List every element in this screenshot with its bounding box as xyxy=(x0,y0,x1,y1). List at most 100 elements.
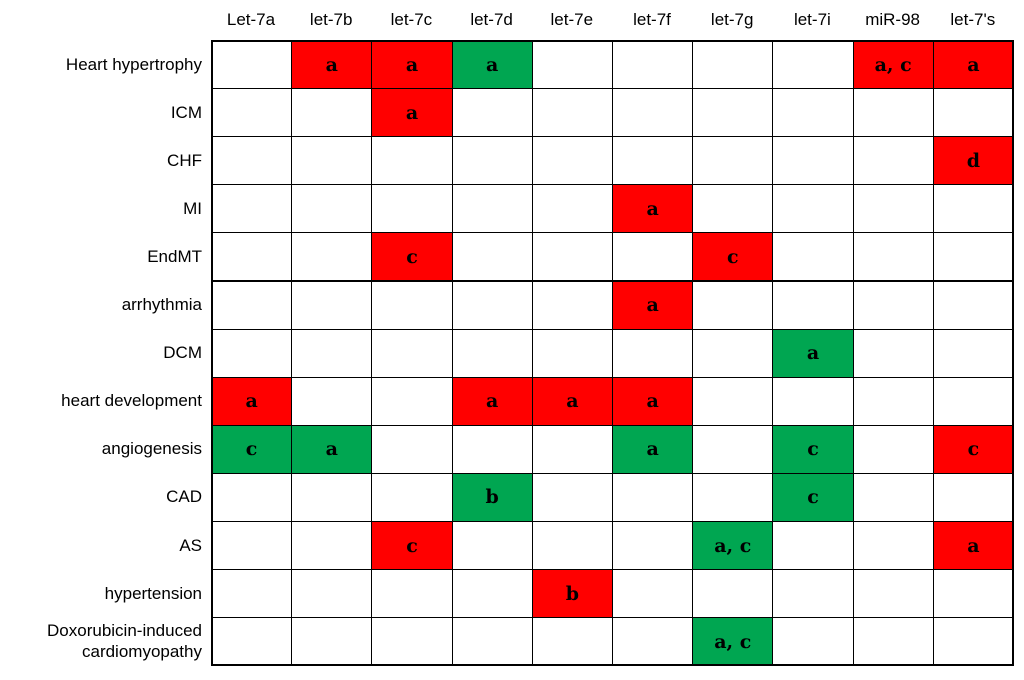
matrix-cell: a, c xyxy=(692,521,774,571)
matrix-cell xyxy=(211,280,293,330)
matrix-cell: a xyxy=(291,40,373,90)
row-label: heart development xyxy=(61,391,202,411)
matrix-cell: c xyxy=(692,232,774,282)
column-header: let-7f xyxy=(633,10,671,29)
column-header: let-7e xyxy=(550,10,594,29)
row-label: CAD xyxy=(166,487,202,507)
matrix-cell: d xyxy=(932,136,1014,186)
matrix-cell xyxy=(692,136,774,186)
matrix-cell xyxy=(531,521,613,571)
matrix-cell xyxy=(852,376,934,426)
matrix-cell xyxy=(531,136,613,186)
matrix-cell xyxy=(451,232,533,282)
matrix-cell: c xyxy=(932,424,1014,474)
matrix-cell xyxy=(612,569,694,619)
matrix-cell xyxy=(772,136,854,186)
row-label: AS xyxy=(179,535,202,555)
matrix-cell xyxy=(291,232,373,282)
matrix-cell: c xyxy=(211,424,293,474)
matrix-cell xyxy=(371,617,453,667)
matrix-cell xyxy=(932,88,1014,138)
matrix-cell xyxy=(291,328,373,378)
matrix-cell xyxy=(531,40,613,90)
matrix-cell xyxy=(291,136,373,186)
column-header: let-7c xyxy=(390,10,433,29)
matrix-cell xyxy=(852,328,934,378)
row-label: Heart hypertrophy xyxy=(65,54,202,74)
matrix-cell: a xyxy=(612,280,694,330)
column-header: Let-7a xyxy=(226,10,276,29)
matrix-cell: a xyxy=(772,328,854,378)
matrix-cell xyxy=(211,184,293,234)
matrix-cell xyxy=(772,184,854,234)
matrix-cell xyxy=(371,328,453,378)
matrix-cell: a xyxy=(371,88,453,138)
matrix-cell xyxy=(612,88,694,138)
matrix-cell xyxy=(852,617,934,667)
row-label: ICM xyxy=(170,102,202,122)
matrix-cell xyxy=(371,472,453,522)
matrix-cell xyxy=(772,617,854,667)
matrix-cell xyxy=(932,328,1014,378)
matrix-cell xyxy=(531,184,613,234)
matrix-cell: c xyxy=(772,424,854,474)
matrix-cell xyxy=(291,184,373,234)
matrix-cell xyxy=(451,184,533,234)
row-label: hypertension xyxy=(104,583,202,603)
matrix-cell xyxy=(852,280,934,330)
matrix-cell xyxy=(772,521,854,571)
matrix-cell xyxy=(692,88,774,138)
matrix-cell xyxy=(612,232,694,282)
matrix-cell xyxy=(852,184,934,234)
matrix-cell xyxy=(531,424,613,474)
matrix-cell xyxy=(692,184,774,234)
matrix-cell xyxy=(612,136,694,186)
matrix-cell: a xyxy=(932,521,1014,571)
matrix-cell xyxy=(371,376,453,426)
matrix-cell xyxy=(612,472,694,522)
matrix-cell xyxy=(531,232,613,282)
matrix-cell xyxy=(692,280,774,330)
matrix-cell: a, c xyxy=(692,617,774,667)
matrix-cell: a xyxy=(291,424,373,474)
matrix-cell xyxy=(291,521,373,571)
column-header: let-7b xyxy=(309,10,353,29)
matrix-cell xyxy=(852,569,934,619)
matrix-cell: c xyxy=(371,521,453,571)
matrix-cell: a xyxy=(531,376,613,426)
matrix-cell xyxy=(692,328,774,378)
matrix-cell xyxy=(932,184,1014,234)
matrix-cell: b xyxy=(531,569,613,619)
matrix-cell xyxy=(531,88,613,138)
row-label: Doxorubicin-induced cardiomyopathy xyxy=(47,621,202,662)
matrix-cell xyxy=(852,136,934,186)
matrix-cell xyxy=(451,521,533,571)
matrix-cell xyxy=(612,328,694,378)
row-label: arrhythmia xyxy=(121,295,202,315)
row-label: MI xyxy=(183,198,202,218)
matrix-cell xyxy=(692,569,774,619)
matrix-cell: a xyxy=(451,40,533,90)
row-label: CHF xyxy=(167,150,202,170)
matrix-cell xyxy=(932,376,1014,426)
row-label: angiogenesis xyxy=(101,439,202,459)
matrix-cell xyxy=(291,88,373,138)
matrix-cell xyxy=(371,280,453,330)
matrix-cell xyxy=(612,617,694,667)
matrix-cell xyxy=(211,232,293,282)
column-header: let-7g xyxy=(710,10,754,29)
matrix-cell: a xyxy=(371,40,453,90)
matrix-cell xyxy=(291,280,373,330)
matrix-cell xyxy=(371,569,453,619)
matrix-cell xyxy=(692,376,774,426)
matrix-cell xyxy=(211,569,293,619)
matrix-cell xyxy=(211,521,293,571)
matrix-cell xyxy=(371,136,453,186)
matrix-cell xyxy=(932,280,1014,330)
matrix-cell xyxy=(772,40,854,90)
matrix-cell xyxy=(772,88,854,138)
column-header: let-7i xyxy=(793,10,831,29)
matrix-cell: a xyxy=(612,184,694,234)
matrix-cell xyxy=(932,472,1014,522)
matrix-cell xyxy=(451,617,533,667)
